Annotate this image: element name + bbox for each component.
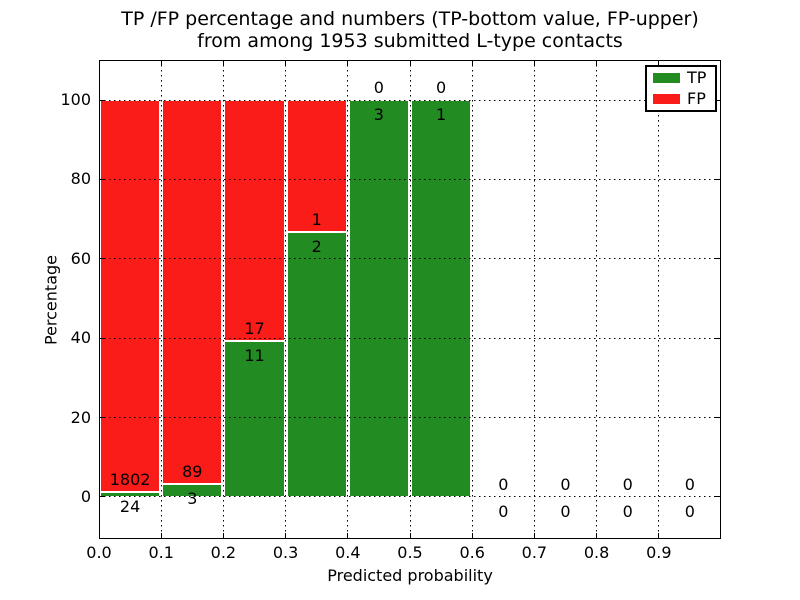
fp-count-label: 0 bbox=[560, 474, 571, 494]
fp-count-label: 17 bbox=[244, 319, 265, 339]
bar-fp-segment bbox=[100, 100, 161, 492]
legend-swatch-fp bbox=[653, 94, 680, 104]
x-tick-top bbox=[160, 61, 162, 66]
gridline-vertical bbox=[285, 60, 287, 539]
gridline-vertical bbox=[533, 60, 535, 539]
x-tick-top bbox=[409, 61, 411, 66]
x-tick-label: 0.4 bbox=[335, 543, 361, 562]
tp-count-label: 0 bbox=[684, 501, 695, 521]
y-tick-right bbox=[715, 496, 720, 498]
legend-swatch-tp bbox=[653, 73, 680, 83]
y-tick-right bbox=[715, 178, 720, 180]
bar-tp-segment bbox=[348, 100, 409, 497]
gridline-vertical bbox=[658, 60, 660, 539]
y-tick-label: 20 bbox=[70, 407, 91, 427]
gridline-vertical bbox=[471, 60, 473, 539]
x-tick-top bbox=[596, 61, 598, 66]
x-tick-label: 0.0 bbox=[86, 543, 112, 562]
tp-count-label: 2 bbox=[311, 237, 322, 257]
x-tick-bottom bbox=[285, 533, 287, 538]
x-tick-top bbox=[533, 61, 535, 66]
chart-title: TP /FP percentage and numbers (TP-bottom… bbox=[99, 8, 721, 52]
y-tick-left bbox=[100, 258, 105, 260]
tp-count-label: 0 bbox=[498, 501, 509, 521]
x-tick-label: 0.9 bbox=[646, 543, 672, 562]
x-axis-label: Predicted probability bbox=[327, 566, 493, 585]
x-tick-label: 0.5 bbox=[397, 543, 423, 562]
y-tick-right bbox=[715, 258, 720, 260]
legend: TP FP bbox=[645, 65, 717, 112]
x-tick-bottom bbox=[222, 533, 224, 538]
y-tick-left bbox=[100, 337, 105, 339]
x-tick-top bbox=[98, 61, 100, 66]
plot-border bbox=[99, 60, 721, 539]
y-tick-left bbox=[100, 99, 105, 101]
fp-count-label: 0 bbox=[684, 474, 695, 494]
y-tick-label: 0 bbox=[80, 486, 91, 506]
fp-count-label: 1802 bbox=[109, 469, 151, 489]
x-tick-bottom bbox=[98, 533, 100, 538]
y-tick-right bbox=[715, 337, 720, 339]
bar-fp-segment bbox=[162, 100, 223, 484]
bar-tp-segment bbox=[286, 232, 347, 497]
x-tick-bottom bbox=[409, 533, 411, 538]
bar-fp-segment bbox=[224, 100, 285, 342]
x-tick-bottom bbox=[533, 533, 535, 538]
x-tick-bottom bbox=[160, 533, 162, 538]
tp-count-label: 3 bbox=[187, 488, 198, 508]
gridline-vertical bbox=[222, 60, 224, 539]
y-tick-right bbox=[715, 417, 720, 419]
gridline-vertical bbox=[596, 60, 598, 539]
gridline-vertical bbox=[347, 60, 349, 539]
x-tick-label: 0.1 bbox=[148, 543, 174, 562]
y-tick-label: 60 bbox=[70, 248, 91, 268]
legend-entry-tp: TP bbox=[653, 70, 715, 86]
tp-count-label: 0 bbox=[560, 501, 571, 521]
bar-tp-segment bbox=[224, 341, 285, 497]
y-tick-left bbox=[100, 178, 105, 180]
x-tick-label: 0.8 bbox=[583, 543, 610, 562]
x-tick-bottom bbox=[658, 533, 660, 538]
y-tick-left bbox=[100, 417, 105, 419]
tp-count-label: 3 bbox=[373, 105, 384, 125]
tp-count-label: 11 bbox=[244, 346, 265, 366]
legend-label-fp: FP bbox=[687, 89, 706, 108]
legend-entry-fp: FP bbox=[653, 91, 715, 107]
x-tick-bottom bbox=[596, 533, 598, 538]
bar-tp-segment bbox=[100, 491, 161, 497]
x-tick-label: 0.3 bbox=[272, 543, 299, 562]
fp-count-label: 89 bbox=[182, 462, 203, 482]
y-tick-left bbox=[100, 496, 105, 498]
fp-count-label: 0 bbox=[436, 78, 447, 98]
bar-fp-segment bbox=[286, 100, 347, 233]
x-tick-top bbox=[222, 61, 224, 66]
x-tick-top bbox=[471, 61, 473, 66]
gridline-vertical bbox=[409, 60, 411, 539]
fp-count-label: 1 bbox=[311, 210, 322, 230]
x-tick-label: 0.6 bbox=[459, 543, 485, 562]
y-tick-right bbox=[715, 99, 720, 101]
y-tick-label: 40 bbox=[70, 328, 91, 348]
y-tick-label: 100 bbox=[60, 90, 91, 110]
gridline-vertical bbox=[160, 60, 162, 539]
fp-count-label: 0 bbox=[373, 78, 384, 98]
x-tick-top bbox=[347, 61, 349, 66]
y-tick-label: 80 bbox=[70, 169, 91, 189]
fp-count-label: 0 bbox=[622, 474, 633, 494]
x-tick-top bbox=[285, 61, 287, 66]
x-tick-bottom bbox=[471, 533, 473, 538]
chart-title-line1: TP /FP percentage and numbers (TP-bottom… bbox=[121, 8, 699, 30]
x-tick-label: 0.2 bbox=[210, 543, 237, 562]
chart-title-line2: from among 1953 submitted L-type contact… bbox=[197, 30, 623, 52]
tp-count-label: 0 bbox=[622, 501, 633, 521]
tp-count-label: 24 bbox=[119, 496, 141, 516]
bar-tp-segment bbox=[411, 100, 472, 497]
x-tick-top bbox=[658, 61, 660, 66]
tp-count-label: 1 bbox=[436, 105, 447, 125]
fp-count-label: 0 bbox=[498, 474, 509, 494]
legend-label-tp: TP bbox=[687, 68, 707, 87]
x-tick-bottom bbox=[347, 533, 349, 538]
x-tick-label: 0.7 bbox=[521, 543, 548, 562]
